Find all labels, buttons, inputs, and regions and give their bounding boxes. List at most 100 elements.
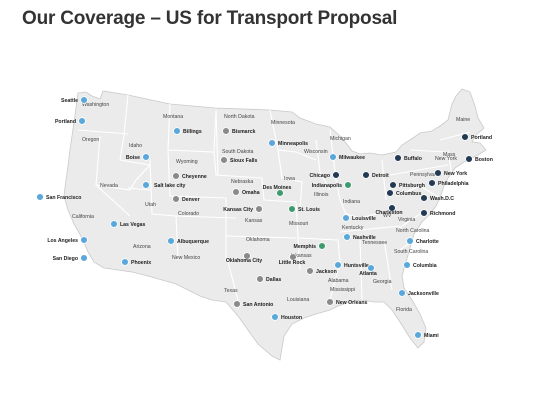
city-marker-seattle[interactable]: Seattle <box>61 96 88 104</box>
city-label: Columbus <box>396 191 421 197</box>
state-label-nebraska: Nebraska <box>231 179 253 185</box>
city-marker-pittsburgh[interactable]: Pittsburgh <box>389 181 425 189</box>
city-marker-miami[interactable]: Miami <box>414 331 440 339</box>
state-border <box>215 109 219 176</box>
city-marker-portland[interactable]: Portland <box>55 117 86 125</box>
city-pin-icon <box>406 237 414 245</box>
city-marker-indianapolis[interactable]: Indianapolis <box>312 181 352 189</box>
city-label: Kansas City <box>223 207 253 213</box>
city-pin-icon <box>342 214 350 222</box>
city-pin-icon <box>121 258 129 266</box>
us-outline <box>63 88 487 361</box>
city-label: Denver <box>182 197 200 203</box>
city-marker-las-vegas[interactable]: Las Vegas <box>110 220 146 228</box>
city-pin-icon <box>394 154 402 162</box>
city-marker-sioux-falls[interactable]: Sioux Falls <box>220 156 258 164</box>
city-marker-san-francisco[interactable]: San Francisco <box>36 193 82 201</box>
city-marker-richmond[interactable]: Richmond <box>420 209 456 217</box>
city-marker-milwaukee[interactable]: Milwaukee <box>329 153 365 161</box>
city-marker-huntsville[interactable]: Huntsville <box>334 261 369 269</box>
city-marker-billings[interactable]: Billings <box>173 127 202 135</box>
city-marker-boise[interactable]: Boise <box>126 153 150 161</box>
state-label-pennsylvania: Pennsylvania <box>410 172 441 178</box>
city-marker-jacksonville[interactable]: Jacksonville <box>398 289 439 297</box>
city-marker-buffalo[interactable]: Buffalo <box>394 154 422 162</box>
state-label-montana: Montana <box>163 114 183 120</box>
city-marker-cheyenne[interactable]: Cheyenne <box>172 172 207 180</box>
city-marker-san-diego[interactable]: San Diego <box>53 254 88 262</box>
state-label-wisconsin: Wisconsin <box>304 149 328 155</box>
state-label-new-mexico: New Mexico <box>172 255 200 261</box>
city-pin-icon <box>414 331 422 339</box>
city-marker-dallas[interactable]: Dallas <box>256 275 282 283</box>
city-marker-los-angeles[interactable]: Los Angeles <box>47 236 88 244</box>
state-border <box>213 151 263 179</box>
city-pin-icon <box>362 171 370 179</box>
city-label: Sioux Falls <box>230 158 258 164</box>
city-marker-new-orleans[interactable]: New Orleans <box>326 298 368 306</box>
city-marker-st-louis[interactable]: St. Louis <box>288 205 320 213</box>
city-label: Philadelphia <box>438 181 469 187</box>
city-label: Boise <box>126 155 140 161</box>
state-border <box>315 139 331 191</box>
state-label-nevada: Nevada <box>100 183 118 189</box>
state-label-alabama: Alabama <box>328 278 349 284</box>
city-marker-albuquerque[interactable]: Albuquerque <box>167 237 210 245</box>
city-label: Houston <box>281 315 302 321</box>
city-marker-philadelphia[interactable]: Philadelphia <box>428 179 469 187</box>
city-marker-kansas-city[interactable]: Kansas City <box>223 205 263 213</box>
city-pin-icon <box>420 209 428 217</box>
city-marker-boston[interactable]: Boston <box>465 155 493 163</box>
city-marker-charleston[interactable]: Charleston <box>375 204 403 216</box>
city-label: Columbia <box>413 263 437 269</box>
state-label-north-carolina: North Carolina <box>396 228 430 234</box>
city-label: Detroit <box>372 173 389 179</box>
city-marker-omaha[interactable]: Omaha <box>232 188 260 196</box>
city-label: Atlanta <box>359 271 377 277</box>
city-marker-san-antonio[interactable]: San Antonio <box>233 300 274 308</box>
state-border <box>339 225 401 233</box>
city-marker-portland[interactable]: Portland <box>461 133 492 141</box>
state-label-iowa: Iowa <box>284 176 295 182</box>
city-marker-louisville[interactable]: Louisville <box>342 214 376 222</box>
city-marker-jackson[interactable]: Jackson <box>306 267 337 275</box>
city-pin-icon <box>386 189 394 197</box>
state-label-oklahoma: Oklahoma <box>246 237 270 243</box>
city-marker-houston[interactable]: Houston <box>271 313 302 321</box>
city-label: Oklahoma City <box>226 258 262 264</box>
state-label-north-dakota: North Dakota <box>224 114 255 120</box>
city-marker-minneapolis[interactable]: Minneapolis <box>268 139 308 147</box>
city-marker-detroit[interactable]: Detroit <box>362 171 389 179</box>
city-label: Richmond <box>430 211 455 217</box>
city-marker-nashville[interactable]: Nashville <box>343 233 376 241</box>
city-pin-icon <box>142 153 150 161</box>
city-marker-atlanta[interactable]: Atlanta <box>359 264 377 277</box>
city-label: Billings <box>183 129 202 135</box>
state-border <box>261 177 297 203</box>
city-marker-wash-d-c[interactable]: Wash.D.C <box>420 194 455 202</box>
state-border <box>167 103 217 153</box>
state-border <box>167 149 227 199</box>
state-labels: Washington Oregon Idaho Montana Wyoming Nevad… <box>72 102 470 313</box>
city-marker-new-york[interactable]: New York <box>434 169 468 177</box>
city-marker-phoenix[interactable]: Phoenix <box>121 258 152 266</box>
city-label: Pittsburgh <box>399 183 425 189</box>
city-marker-columbia[interactable]: Columbia <box>403 261 437 269</box>
state-border <box>77 129 129 135</box>
state-border <box>149 159 179 261</box>
state-label-oregon: Oregon <box>82 137 99 143</box>
city-marker-little-rock[interactable]: Little Rock <box>279 253 306 266</box>
city-pin-icon <box>80 96 88 104</box>
city-marker-charlotte[interactable]: Charlotte <box>406 237 439 245</box>
city-pin-icon <box>167 237 175 245</box>
city-marker-chicago[interactable]: Chicago <box>310 171 340 179</box>
city-marker-des-moines[interactable]: Des Moines <box>263 185 292 197</box>
city-marker-memphis[interactable]: Memphis <box>294 242 326 250</box>
state-label-texas: Texas <box>224 288 238 294</box>
city-marker-oklahoma-city[interactable]: Oklahoma City <box>226 252 262 264</box>
city-marker-columbus[interactable]: Columbus <box>386 189 422 197</box>
city-marker-bismarck[interactable]: Bismarck <box>222 127 256 135</box>
city-marker-salt-lake-city[interactable]: Salt lake city <box>142 181 186 189</box>
city-marker-denver[interactable]: Denver <box>172 195 200 203</box>
state-border <box>381 159 387 201</box>
